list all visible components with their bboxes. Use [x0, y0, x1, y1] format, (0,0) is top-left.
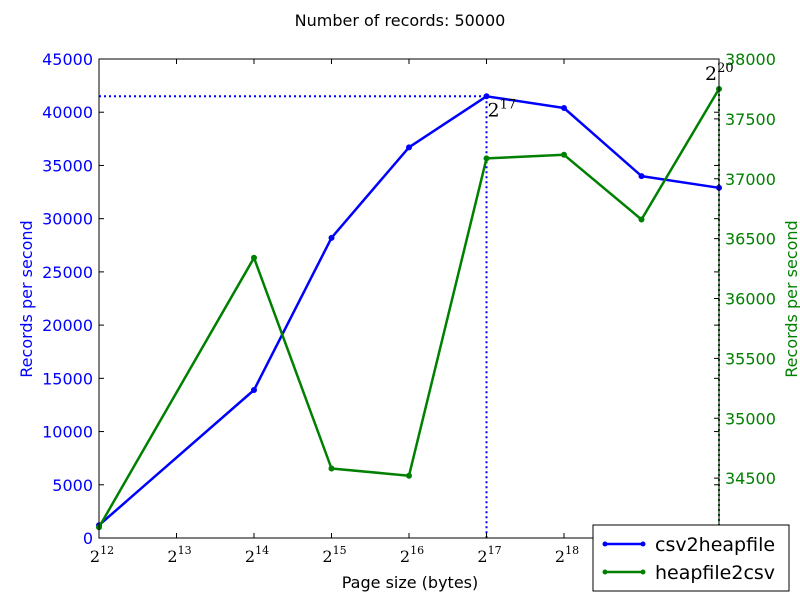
data-point-csv2heapfile	[638, 173, 645, 180]
axes: 0 5000 10000 15000 20000 25000 30000 35000 40000…	[42, 50, 776, 566]
y-tick-label-left: 5000	[52, 476, 93, 495]
y-tick-label-right: 37000	[725, 170, 776, 189]
series-line-csv2heapfile	[98, 95, 720, 527]
x-tick-label: 218	[555, 544, 579, 566]
x-axis-label: Page size (bytes)	[342, 573, 479, 592]
data-point-heapfile2csv	[638, 216, 645, 223]
legend-label: csv2heapfile	[655, 534, 775, 556]
x-tick-label: 217	[477, 544, 501, 566]
y-tick-label-left: 0	[83, 529, 93, 548]
annotations: 217 220	[488, 61, 734, 121]
chart-title: Number of records: 50000	[295, 11, 506, 30]
data-point-heapfile2csv	[328, 465, 335, 472]
y-tick-label-left: 45000	[42, 50, 93, 69]
legend-swatch-marker	[602, 569, 608, 575]
legend: csv2heapfile heapfile2csv	[592, 524, 790, 592]
legend-box	[592, 524, 790, 592]
data-point-heapfile2csv	[251, 254, 257, 261]
x-tick-label: 216	[400, 544, 424, 566]
y-tick-label-right: 35500	[725, 349, 776, 368]
data-point-heapfile2csv	[406, 472, 412, 479]
legend-swatch-marker	[602, 541, 608, 547]
y-tick-label-right: 38000	[725, 50, 776, 69]
data-point-csv2heapfile	[251, 387, 257, 394]
peak-guides	[99, 88, 720, 538]
y-axis-label-right: Records per second	[782, 220, 800, 377]
x-tick-label: 215	[322, 544, 346, 566]
data-point-heapfile2csv	[483, 155, 490, 162]
y-tick-label-left: 35000	[42, 156, 93, 175]
y-axis-label-left: Records per second	[17, 220, 36, 377]
series-line-heapfile2csv	[97, 88, 721, 528]
data-point-heapfile2csv	[561, 151, 567, 158]
legend-label: heapfile2csv	[655, 562, 775, 584]
y-tick-label-left: 40000	[42, 103, 93, 122]
y-tick-label-right: 35000	[725, 409, 776, 428]
legend-swatch-marker	[640, 541, 646, 547]
y-tick-label-left: 10000	[42, 423, 93, 442]
y-tick-label-left: 15000	[42, 369, 93, 388]
data-point-csv2heapfile	[406, 144, 412, 151]
data-point-csv2heapfile	[561, 104, 567, 111]
y-tick-label-right: 34500	[725, 469, 776, 488]
y-tick-label-left: 25000	[42, 263, 93, 282]
y-tick-label-right: 36000	[725, 290, 776, 309]
plot-background	[99, 59, 719, 538]
series-layer	[96, 85, 722, 531]
legend-swatch-marker	[640, 569, 646, 575]
y-tick-label-left: 30000	[42, 210, 93, 229]
y-tick-label-right: 37500	[725, 110, 776, 129]
data-point-csv2heapfile	[328, 234, 335, 241]
plot-area	[99, 59, 719, 538]
plot-frame	[98, 58, 720, 539]
annotation-peak-label: 220	[705, 61, 734, 85]
y-tick-label-left: 20000	[42, 316, 93, 335]
x-tick-label: 213	[167, 544, 191, 566]
y-tick-label-right: 36500	[725, 230, 776, 249]
data-point-csv2heapfile	[483, 93, 490, 100]
annotation-peak-label: 217	[488, 97, 517, 121]
x-tick-label: 212	[90, 544, 114, 566]
x-tick-label: 214	[245, 544, 269, 566]
